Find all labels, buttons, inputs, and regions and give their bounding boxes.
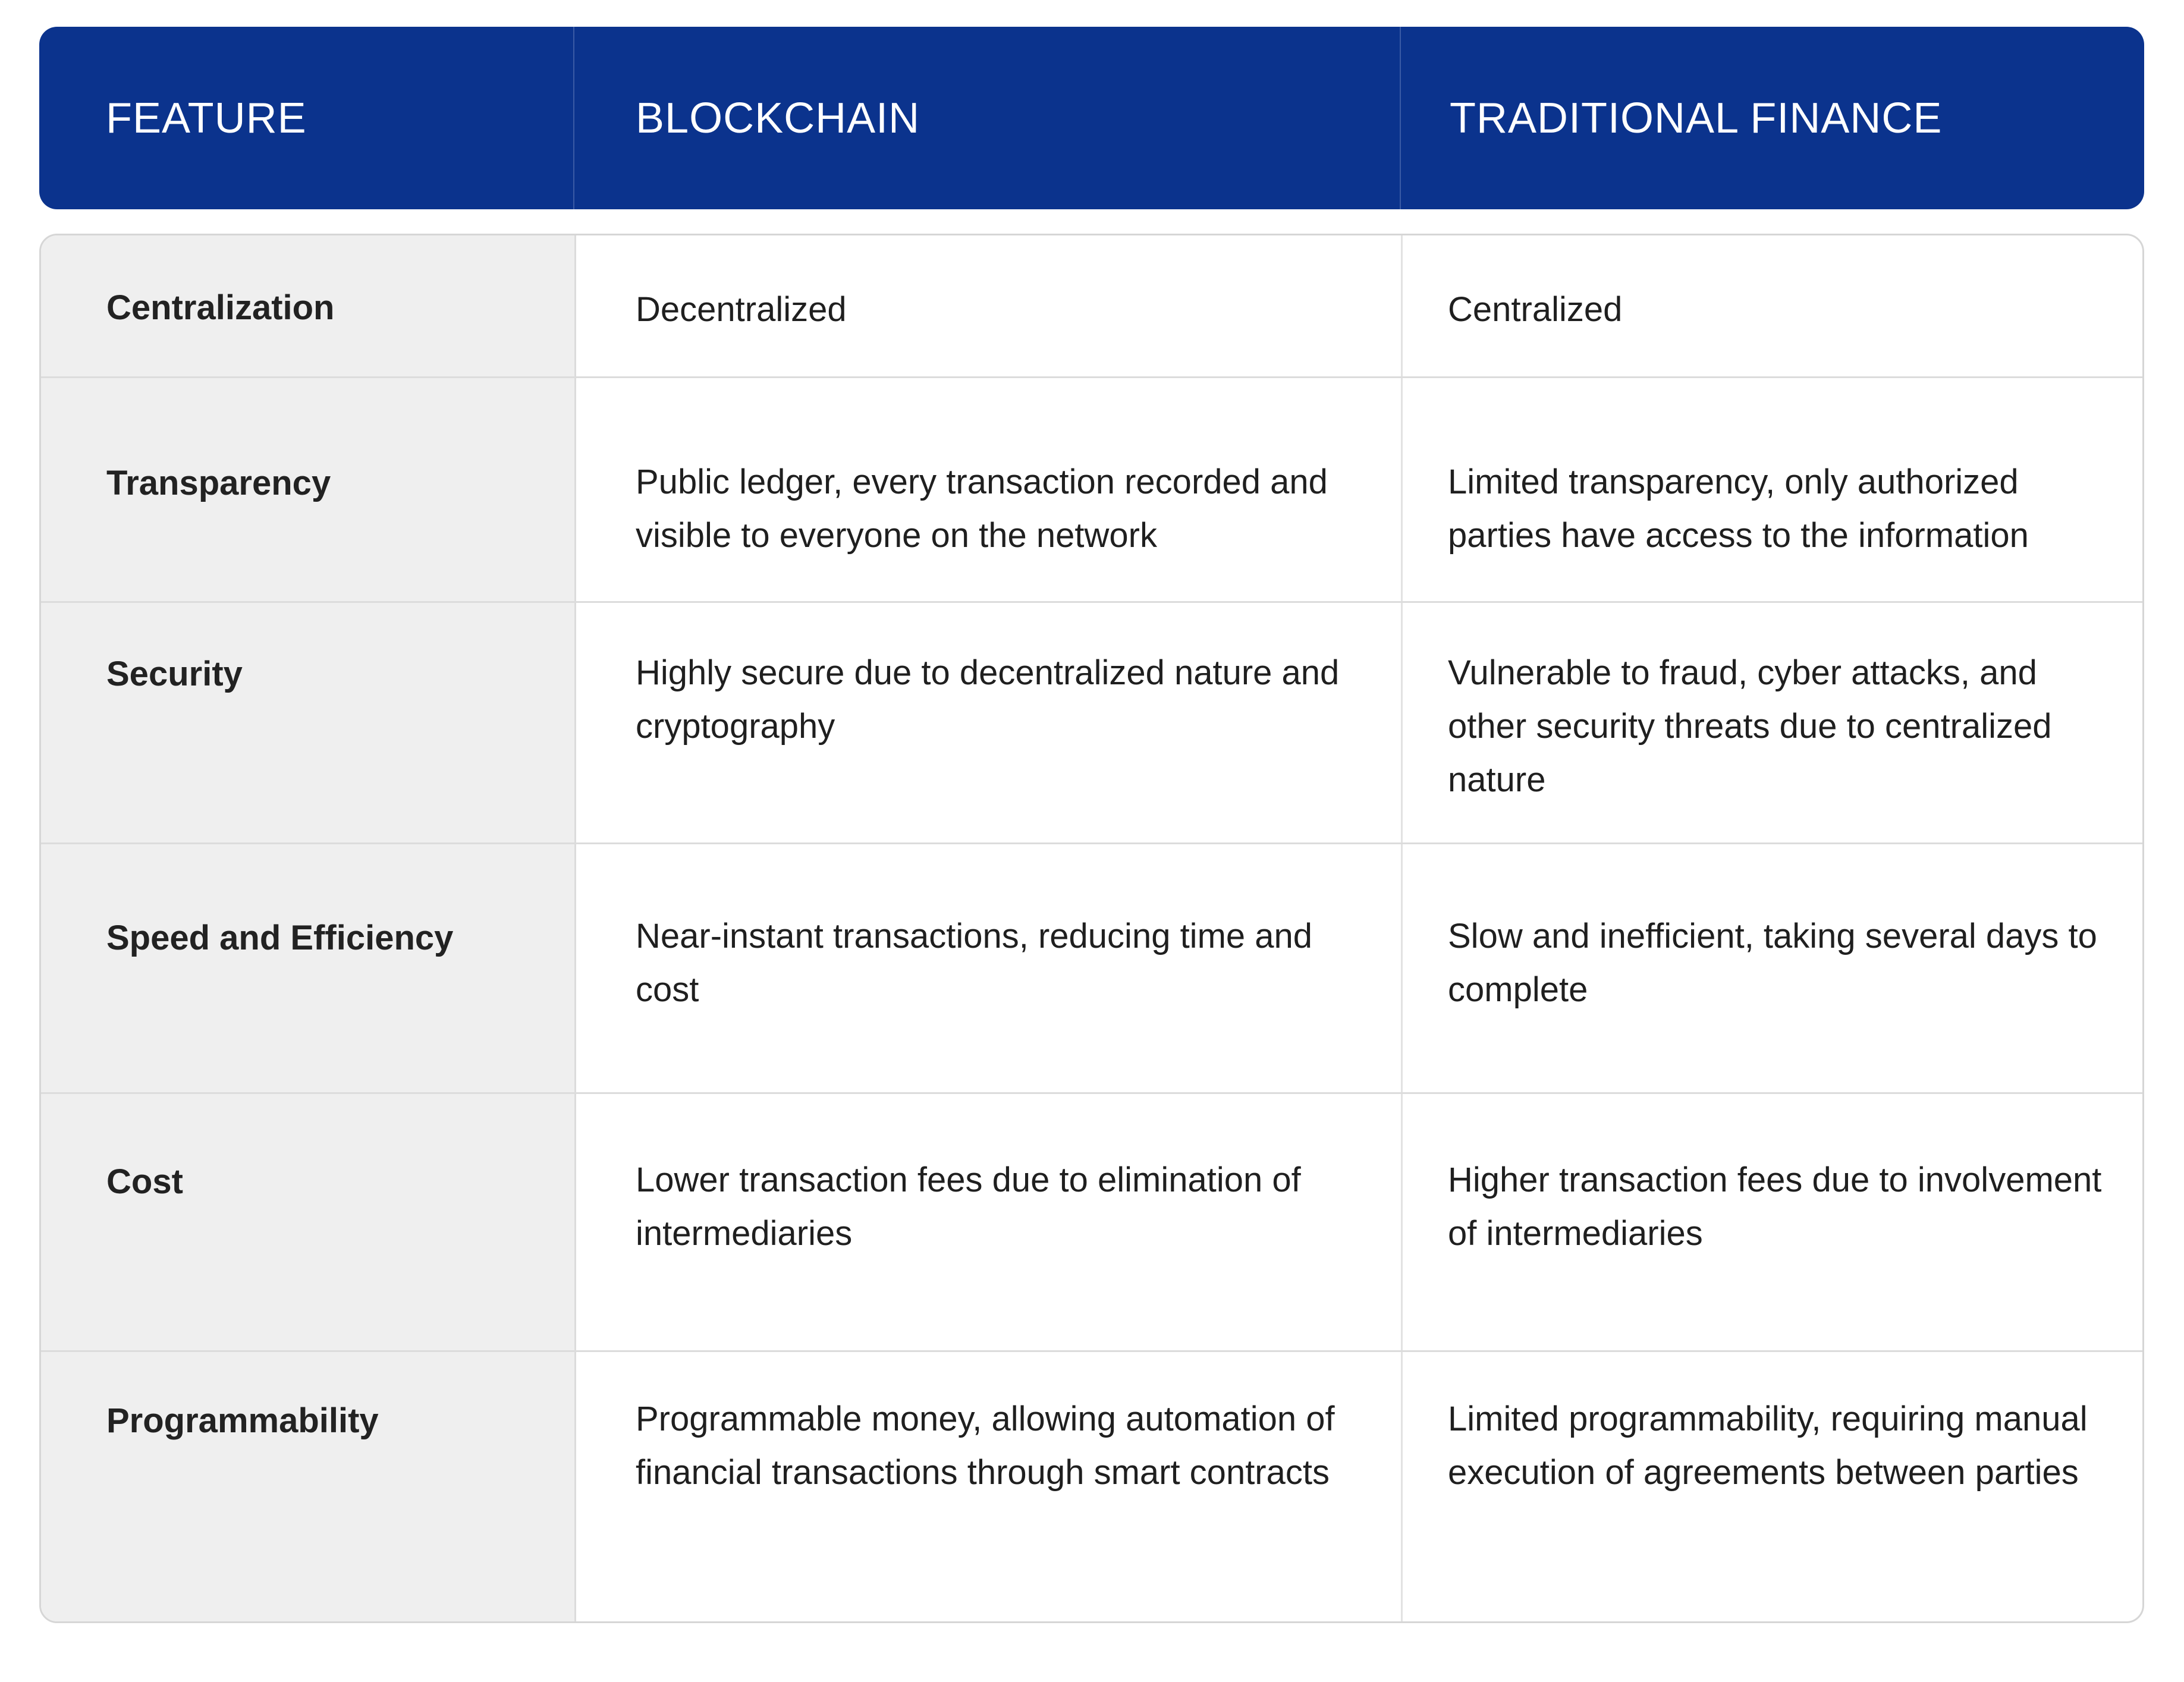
table-row: Programmability Programmable money, allo… <box>41 1352 2142 1621</box>
traditional-cell: Vulnerable to fraud, cyber attacks, and … <box>1448 653 2052 799</box>
blockchain-cell: Decentralized <box>576 235 1403 376</box>
blockchain-cell: Public ledger, every transaction recorde… <box>576 378 1403 601</box>
table-row: Transparency Public ledger, every transa… <box>41 378 2142 603</box>
feature-cell: Programmability <box>41 1352 576 1621</box>
traditional-cell: Centralized <box>1448 290 1623 329</box>
blockchain-cell: Lower transaction fees due to eliminatio… <box>576 1094 1403 1350</box>
traditional-cell: Slow and inefficient, taking several day… <box>1448 917 2097 1009</box>
table-row: Centralization Decentralized Centralized <box>41 235 2142 378</box>
table-body: Centralization Decentralized Centralized… <box>39 234 2144 1623</box>
header-feature: FEATURE <box>39 27 574 209</box>
feature-cell: Security <box>41 603 576 842</box>
feature-cell: Centralization <box>41 235 576 376</box>
table-row: Cost Lower transaction fees due to elimi… <box>41 1094 2142 1352</box>
traditional-cell: Limited programmability, requiring manua… <box>1448 1400 2088 1492</box>
table-header: FEATURE BLOCKCHAIN TRADITIONAL FINANCE <box>39 27 2144 209</box>
traditional-cell: Higher transaction fees due to involveme… <box>1448 1161 2102 1253</box>
blockchain-cell: Highly secure due to decentralized natur… <box>576 603 1403 842</box>
header-blockchain: BLOCKCHAIN <box>574 27 1401 209</box>
feature-cell: Speed and Efficiency <box>41 844 576 1092</box>
traditional-cell: Limited transparency, only authorized pa… <box>1448 463 2029 555</box>
header-traditional-finance: TRADITIONAL FINANCE <box>1450 94 1943 142</box>
feature-cell: Transparency <box>41 378 576 601</box>
table-row: Speed and Efficiency Near-instant transa… <box>41 844 2142 1094</box>
blockchain-cell: Programmable money, allowing automation … <box>576 1352 1403 1621</box>
table-row: Security Highly secure due to decentrali… <box>41 603 2142 844</box>
blockchain-cell: Near-instant transactions, reducing time… <box>576 844 1403 1092</box>
feature-cell: Cost <box>41 1094 576 1350</box>
